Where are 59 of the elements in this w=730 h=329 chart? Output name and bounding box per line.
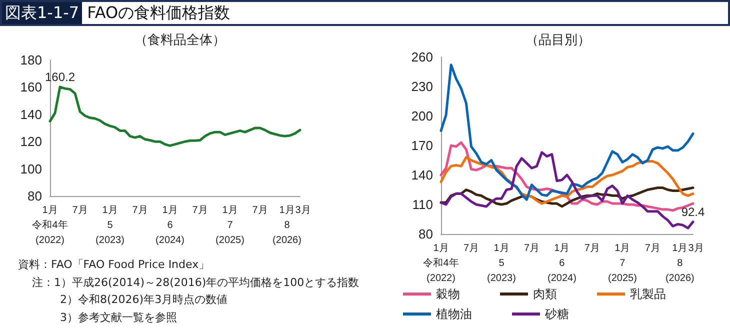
x-tick-label: 1月 [433,243,449,254]
text: 5 (2023) [487,258,516,284]
line-series [440,64,694,201]
y-tick-label: 100 [20,161,42,176]
x-tick-label: 7月 [524,243,540,254]
x-tick-label: 1月 [672,243,688,254]
y-tick-label: 200 [411,108,433,124]
chart-title: 図表1-1-7 FAOの食料価格指数 [4,2,230,24]
text: 5 (2023) [96,220,124,246]
text: 6 (2024) [156,220,184,246]
y-tick-label: 80 [28,188,42,204]
x-tick-label: 7月 [584,243,600,254]
text: 注：1）平成26(2014)～28(2016)年の平均価格を100とする指数 [31,274,360,290]
y-tick-label: 230 [411,79,433,94]
x-tick-label: 1月 [102,205,118,216]
y-tick-label: 120 [20,134,42,150]
y-tick-label: 260 [411,50,433,64]
text: 6 (2024) [548,258,576,284]
y-tick-label: 180 [20,52,42,68]
text: 8 (2026) [665,258,694,284]
y-tick-label: 170 [411,138,433,153]
y-tick-label: 110 [412,197,433,212]
text: 令和4年 (2022) [423,257,459,284]
text: 資料：FAO「FAO Food Price Index」 [18,257,211,273]
y-tick-label: 160 [20,80,42,95]
x-tick-label: 7月 [132,205,148,216]
x-tick-label: 7月 [463,243,480,254]
legend-label: 肉類 [533,287,557,301]
text: 8 (2026) [272,220,302,246]
chart-subtitle: （食料品全体） [134,32,226,47]
text: 7 (2025) [216,220,244,246]
text: 3）参考文献一覧を参照 [59,310,178,326]
x-tick-label: 3月 [295,205,311,216]
legend-label: 砂糖 [544,307,569,321]
x-tick-label: 1月 [279,205,295,216]
legend-label: 穀物 [436,287,460,301]
x-tick-label: 1月 [162,205,178,216]
x-tick-label: 7月 [252,205,268,216]
x-tick-label: 7月 [72,205,88,216]
chart-title: （品目別） [526,32,590,47]
line-series [48,86,302,147]
x-tick-label: 1月 [554,243,570,254]
x-tick-label: 1月 [42,205,58,216]
data-label: 92.4 [681,204,705,219]
data-label: 160.2 [44,70,76,84]
legend-label: 植物油 [436,307,472,321]
x-tick-label: 1月 [494,243,510,254]
y-tick-label: 140 [411,168,433,182]
x-tick-label: 7月 [192,205,208,216]
y-tick-label: 80 [418,226,433,242]
x-tick-label: 1月 [222,205,238,216]
text: 令和4年 (2022) [32,219,68,246]
text: 2）令和8(2026)年3月時点の数値 [59,292,229,308]
text: 7 (2025) [608,258,637,284]
x-tick-label: 7月 [644,243,660,254]
y-tick-label: 140 [20,106,42,122]
legend-label: 乳製品 [630,287,666,301]
x-tick-label: 3月 [688,243,704,254]
x-tick-label: 1月 [614,243,630,254]
